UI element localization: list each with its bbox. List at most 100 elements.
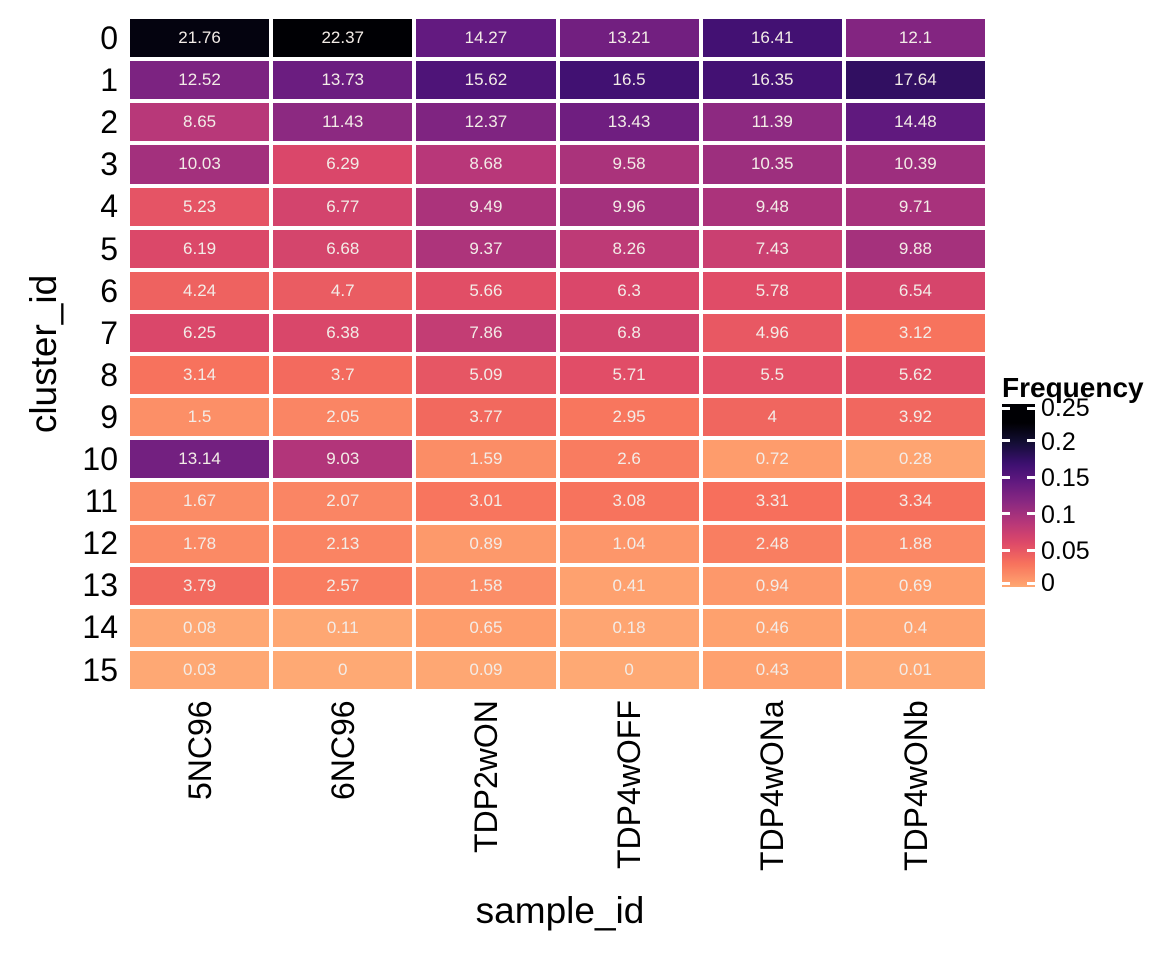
heatmap-cell: 1.88 <box>845 524 985 563</box>
heatmap-cell: 0.72 <box>702 440 842 479</box>
heatmap-cell: 9.58 <box>559 145 699 184</box>
heatmap-cell: 12.52 <box>130 61 270 100</box>
y-tick-label: 1 <box>100 62 118 99</box>
legend-tick-label: 0.15 <box>1041 464 1090 493</box>
heatmap-cell: 3.12 <box>845 313 985 352</box>
legend-tick-dash <box>1027 582 1035 585</box>
legend-tick-dash <box>1002 512 1010 516</box>
heatmap-cell: 6.25 <box>130 313 270 352</box>
heatmap-cell: 13.14 <box>130 440 270 479</box>
heatmap-cell: 3.01 <box>416 482 556 521</box>
heatmap-cell: 1.59 <box>416 440 556 479</box>
y-tick-label: 15 <box>82 651 118 688</box>
legend-tick-dash <box>1002 548 1010 552</box>
heatmap-cell: 5.62 <box>845 356 985 395</box>
heatmap-cell: 0.41 <box>559 566 699 605</box>
heatmap-cell: 9.37 <box>416 229 556 268</box>
heatmap-cell: 17.64 <box>845 61 985 100</box>
y-tick-label: 11 <box>84 483 118 520</box>
heatmap-cell: 13.73 <box>273 61 413 100</box>
heatmap-cell: 5.5 <box>702 356 842 395</box>
heatmap-cell: 0.03 <box>130 650 270 689</box>
heatmap-cell: 1.67 <box>130 482 270 521</box>
heatmap-cell: 0.65 <box>416 608 556 647</box>
heatmap-cell: 0.08 <box>130 608 270 647</box>
heatmap-cell: 8.65 <box>130 103 270 142</box>
heatmap-cell: 0.01 <box>845 650 985 689</box>
heatmap-cell: 0.18 <box>559 608 699 647</box>
heatmap-cell: 3.7 <box>273 356 413 395</box>
heatmap-cell: 6.38 <box>273 313 413 352</box>
legend-colorbar <box>1002 404 1035 587</box>
legend-tick-dash <box>1002 582 1010 585</box>
heatmap-cell: 6.19 <box>130 229 270 268</box>
legend-tick-label: 0.25 <box>1041 394 1090 422</box>
heatmap-cell: 2.6 <box>559 440 699 479</box>
legend-tick-label: 0.1 <box>1041 500 1076 529</box>
heatmap-cell: 3.34 <box>845 482 985 521</box>
heatmap-cell: 7.86 <box>416 313 556 352</box>
legend-tick-dash <box>1002 439 1010 443</box>
heatmap-cell: 0.43 <box>702 650 842 689</box>
heatmap-cell: 0.11 <box>273 608 413 647</box>
heatmap-cell: 16.5 <box>559 61 699 100</box>
heatmap-cell: 16.35 <box>702 61 842 100</box>
heatmap-cell: 0.46 <box>702 608 842 647</box>
x-tick-label: TDP2wON <box>468 700 504 853</box>
x-tick-label: TDP4wONa <box>754 700 791 871</box>
heatmap-cell: 13.43 <box>559 103 699 142</box>
heatmap-cell: 6.29 <box>273 145 413 184</box>
legend-tick-dash <box>1027 512 1035 516</box>
heatmap-cell: 0.89 <box>416 524 556 563</box>
heatmap-cell: 10.39 <box>845 145 985 184</box>
heatmap-cell: 16.41 <box>702 19 842 58</box>
heatmap-cell: 11.39 <box>702 103 842 142</box>
heatmap-cell: 6.68 <box>273 229 413 268</box>
heatmap-cell: 4.96 <box>702 313 842 352</box>
heatmap-cell: 9.48 <box>702 187 842 226</box>
heatmap-cell: 1.5 <box>130 398 270 437</box>
y-tick-label: 6 <box>100 272 118 309</box>
heatmap-cell: 2.05 <box>273 398 413 437</box>
heatmap-cell: 7.43 <box>702 229 842 268</box>
heatmap-cell: 5.78 <box>702 271 842 310</box>
heatmap-cell: 2.13 <box>273 524 413 563</box>
y-tick-label: 7 <box>100 314 118 351</box>
legend-tick-dash <box>1002 475 1010 479</box>
heatmap-cell: 5.09 <box>416 356 556 395</box>
heatmap-cell: 9.71 <box>845 187 985 226</box>
heatmap-cell: 6.54 <box>845 271 985 310</box>
heatmap-cell: 0.94 <box>702 566 842 605</box>
heatmap-cell: 0.28 <box>845 440 985 479</box>
heatmap-cell: 11.43 <box>273 103 413 142</box>
y-tick-label: 2 <box>100 104 118 141</box>
heatmap-cell: 2.48 <box>702 524 842 563</box>
heatmap-cell: 5.66 <box>416 271 556 310</box>
x-tick-label: 6NC96 <box>324 700 361 800</box>
heatmap-cell: 1.78 <box>130 524 270 563</box>
heatmap-cell: 0 <box>559 650 699 689</box>
heatmap-cell: 0 <box>273 650 413 689</box>
y-tick-label: 14 <box>82 609 118 646</box>
legend-tick-dash <box>1027 548 1035 552</box>
heatmap-cell: 4.7 <box>273 271 413 310</box>
heatmap-cell: 3.77 <box>416 398 556 437</box>
heatmap-cell: 0.09 <box>416 650 556 689</box>
legend-tick-dash <box>1002 407 1010 410</box>
x-tick-label: TDP4wOFF <box>611 700 648 869</box>
legend-tick-dash <box>1027 407 1035 410</box>
heatmap-cell: 6.3 <box>559 271 699 310</box>
legend-title: Frequency <box>1002 372 1144 403</box>
legend-tick-label: 0.2 <box>1041 427 1076 456</box>
y-tick-label: 3 <box>100 146 118 183</box>
heatmap-cell: 22.37 <box>273 19 413 58</box>
y-tick-label: 13 <box>82 567 118 604</box>
legend-tick-dash <box>1027 439 1035 443</box>
legend-tick-dash <box>1027 475 1035 479</box>
heatmap-cell: 10.35 <box>702 145 842 184</box>
y-tick-label: 0 <box>100 20 118 56</box>
y-tick-label: 4 <box>100 188 118 225</box>
heatmap-grid: 21.76 22.37 14.27 13.21 16.41 12.1 12.52 13.73 1… <box>130 19 985 689</box>
heatmap-cell: 2.95 <box>559 398 699 437</box>
